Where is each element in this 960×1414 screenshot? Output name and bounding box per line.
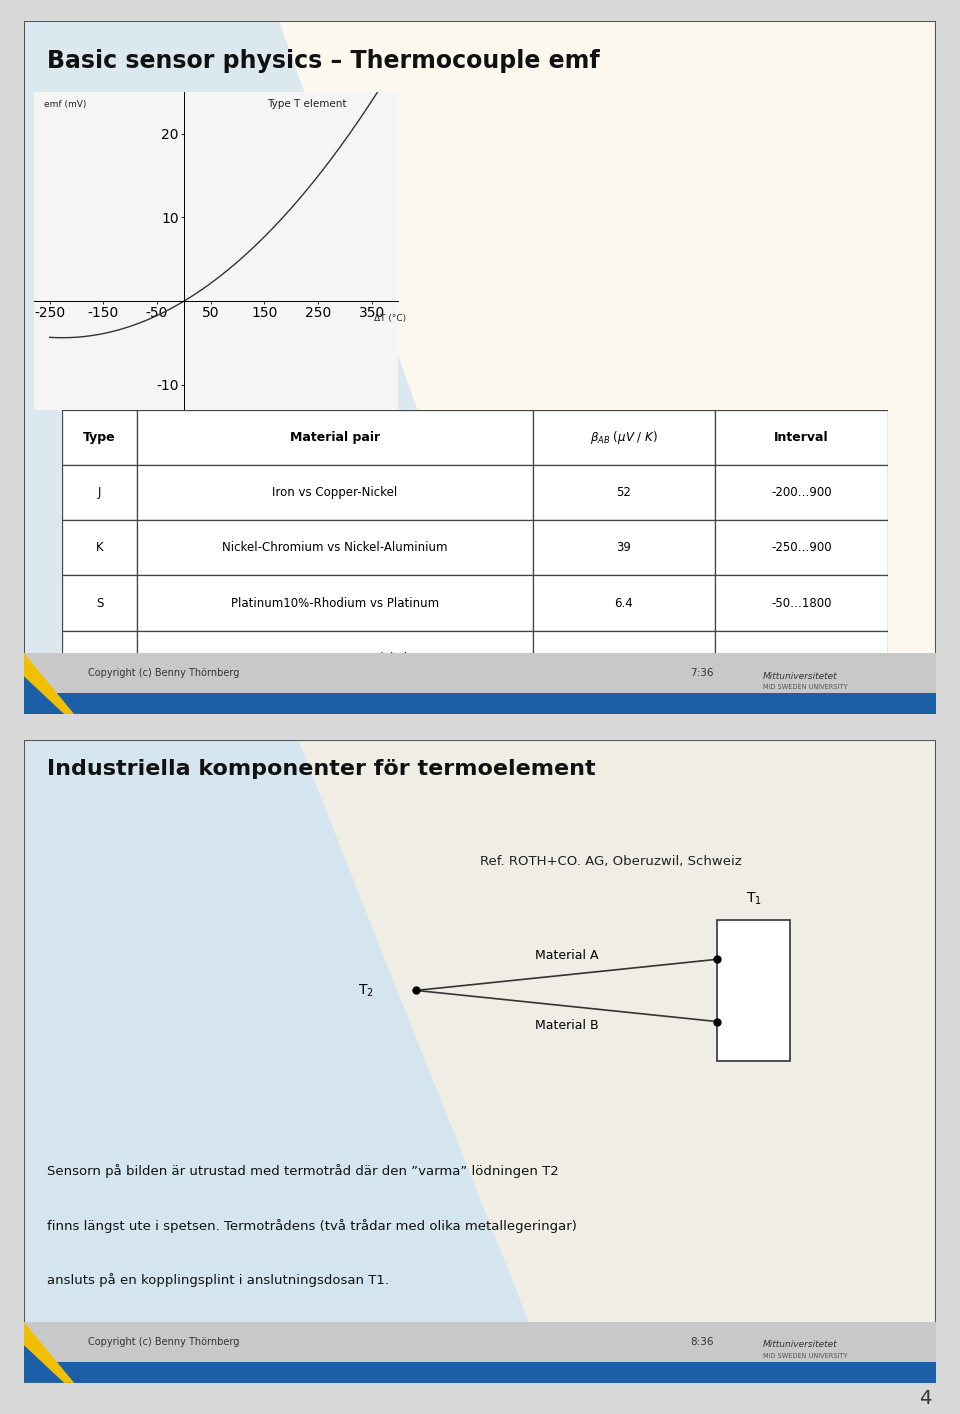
Text: Material B: Material B	[535, 1019, 598, 1032]
Bar	[714, 631, 888, 686]
Polygon shape	[24, 1322, 74, 1383]
Bar	[717, 919, 790, 1060]
Bar	[714, 520, 888, 575]
Bar	[24, 693, 936, 714]
Bar	[714, 575, 888, 631]
Text: -250…900: -250…900	[771, 542, 831, 554]
Bar	[62, 575, 136, 631]
Text: Type: Type	[84, 431, 116, 444]
Text: J: J	[98, 486, 101, 499]
Text: Platinum10%-Rhodium vs Platinum: Platinum10%-Rhodium vs Platinum	[230, 597, 439, 609]
Bar	[136, 575, 533, 631]
Text: Basic sensor physics – Thermocouple emf: Basic sensor physics – Thermocouple emf	[47, 49, 600, 74]
Text: 4: 4	[919, 1389, 931, 1408]
Text: K: K	[96, 542, 104, 554]
Bar	[714, 465, 888, 520]
Bar	[62, 410, 136, 465]
Text: 52: 52	[616, 486, 632, 499]
Text: Type T element: Type T element	[267, 99, 347, 109]
Text: Material pair: Material pair	[290, 431, 380, 444]
Text: Copyright (c) Benny Thörnberg: Copyright (c) Benny Thörnberg	[88, 667, 239, 677]
Text: -200…900: -200…900	[771, 486, 831, 499]
Text: 41: 41	[616, 652, 632, 665]
Text: Copyright (c) Benny Thörnberg: Copyright (c) Benny Thörnberg	[88, 1336, 239, 1346]
Text: 8:36: 8:36	[689, 1336, 713, 1346]
Bar	[136, 410, 533, 465]
Text: T$_2$: T$_2$	[358, 983, 373, 998]
Text: -50…1800: -50…1800	[771, 597, 831, 609]
Bar	[136, 520, 533, 575]
Text: Ref. ROTH+CO. AG, Oberuzwil, Schweiz: Ref. ROTH+CO. AG, Oberuzwil, Schweiz	[480, 855, 742, 868]
Bar	[533, 631, 714, 686]
Bar	[533, 575, 714, 631]
Bar	[714, 410, 888, 465]
Text: Mittuniversitetet: Mittuniversitetet	[762, 1340, 837, 1349]
Polygon shape	[24, 1345, 64, 1383]
Bar	[62, 465, 136, 520]
Bar	[24, 653, 936, 693]
Bar	[24, 1322, 936, 1362]
Text: Nickel-Chromium vs Nickel-Aluminium: Nickel-Chromium vs Nickel-Aluminium	[222, 542, 447, 554]
Text: ΔT (°C): ΔT (°C)	[374, 314, 406, 322]
Text: 6.4: 6.4	[614, 597, 634, 609]
Text: emf (mV): emf (mV)	[44, 99, 86, 109]
Bar	[533, 410, 714, 465]
Text: 39: 39	[616, 542, 632, 554]
Text: finns längst ute i spetsen. Termotrådens (två trådar med olika metallegeringar): finns längst ute i spetsen. Termotrådens…	[47, 1219, 577, 1233]
Text: T$_1$: T$_1$	[746, 891, 761, 906]
Text: Copper vs Copper-Nickel: Copper vs Copper-Nickel	[262, 652, 407, 665]
Text: S: S	[96, 597, 104, 609]
Text: ansluts på en kopplingsplint i anslutningsdosan T1.: ansluts på en kopplingsplint i anslutnin…	[47, 1274, 389, 1288]
Polygon shape	[24, 653, 74, 714]
Polygon shape	[298, 740, 936, 1383]
Text: Iron vs Copper-Nickel: Iron vs Copper-Nickel	[273, 486, 397, 499]
Polygon shape	[279, 21, 936, 714]
Bar	[136, 465, 533, 520]
Text: Material A: Material A	[535, 949, 598, 962]
Text: MID SWEDEN UNIVERSITY: MID SWEDEN UNIVERSITY	[762, 684, 848, 690]
Text: Interval: Interval	[774, 431, 828, 444]
Bar	[24, 1362, 936, 1383]
Text: -200…400: -200…400	[771, 652, 831, 665]
Bar	[533, 465, 714, 520]
Bar	[136, 631, 533, 686]
Text: Mittuniversitetet: Mittuniversitetet	[762, 672, 837, 680]
Text: $\beta_{AB}\ (\mu V\ /\ K)$: $\beta_{AB}\ (\mu V\ /\ K)$	[589, 428, 658, 447]
Text: T: T	[96, 652, 103, 665]
Polygon shape	[24, 676, 64, 714]
Text: Sensorn på bilden är utrustad med termotråd där den ”varma” lödningen T2: Sensorn på bilden är utrustad med termot…	[47, 1164, 559, 1178]
Text: Industriella komponenter för termoelement: Industriella komponenter för termoelemen…	[47, 759, 595, 779]
Bar	[533, 520, 714, 575]
Bar	[62, 631, 136, 686]
Bar	[62, 520, 136, 575]
Text: MID SWEDEN UNIVERSITY: MID SWEDEN UNIVERSITY	[762, 1353, 848, 1359]
Text: 7:36: 7:36	[689, 667, 713, 677]
